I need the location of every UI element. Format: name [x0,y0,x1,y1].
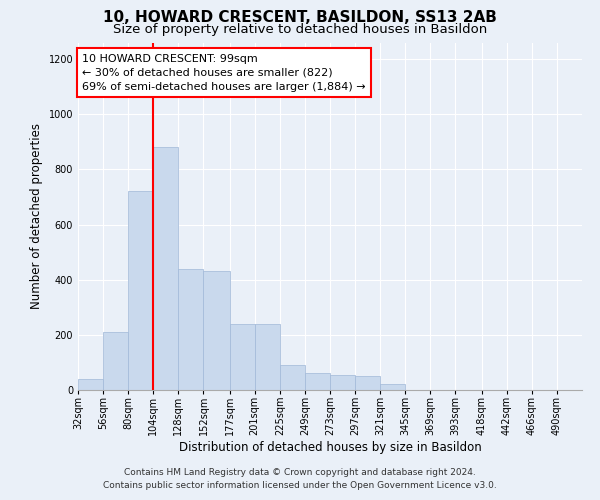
Bar [230,324,255,390]
Bar [355,376,380,390]
Text: Contains HM Land Registry data © Crown copyright and database right 2024.
Contai: Contains HM Land Registry data © Crown c… [103,468,497,490]
Text: 10 HOWARD CRESCENT: 99sqm
← 30% of detached houses are smaller (822)
69% of semi: 10 HOWARD CRESCENT: 99sqm ← 30% of detac… [82,54,366,92]
Bar [280,365,305,390]
Bar [103,332,128,390]
Y-axis label: Number of detached properties: Number of detached properties [30,123,43,309]
X-axis label: Distribution of detached houses by size in Basildon: Distribution of detached houses by size … [179,440,481,454]
Bar [78,379,103,390]
Bar [128,192,153,390]
Bar [178,268,203,390]
Text: Size of property relative to detached houses in Basildon: Size of property relative to detached ho… [113,22,487,36]
Bar [330,375,355,390]
Bar [203,272,230,390]
Bar [255,324,280,390]
Text: 10, HOWARD CRESCENT, BASILDON, SS13 2AB: 10, HOWARD CRESCENT, BASILDON, SS13 2AB [103,10,497,25]
Bar [153,148,178,390]
Bar [305,374,330,390]
Bar [380,384,405,390]
